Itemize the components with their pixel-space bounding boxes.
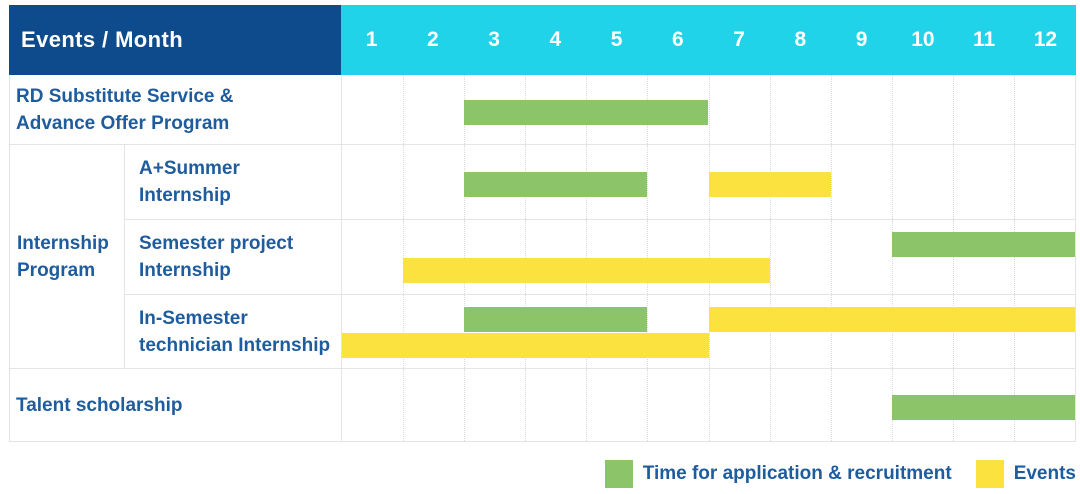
month-gridline	[830, 145, 832, 219]
table-row: Semester project Internship	[125, 220, 1075, 295]
gantt-bar-application	[891, 232, 1075, 257]
month-gridline	[647, 220, 649, 294]
gantt-bar-events	[342, 333, 709, 358]
month-gridline	[708, 220, 710, 294]
month-gridline	[952, 220, 954, 294]
row-chart-area	[342, 295, 1075, 368]
gantt-table: Events / Month 1 2 3 4 5 6 7 8 9 10 11 12 RD Substi…	[9, 5, 1076, 442]
row-label: A+Summer Internship	[125, 145, 342, 219]
month-gridline	[586, 220, 588, 294]
month-gridline	[830, 75, 832, 144]
row-group: Internship Program A+Summer Internship Sem…	[10, 145, 1075, 369]
events-month-header: Events / Month	[9, 5, 341, 75]
legend: Time for application & recruitment Event…	[604, 458, 1076, 490]
row-chart-area	[342, 220, 1075, 294]
month-gridline	[464, 369, 466, 441]
month-header-cell: 2	[427, 28, 439, 51]
month-header-cell: 10	[911, 28, 935, 51]
month-gridline	[891, 145, 893, 219]
month-gridline	[769, 75, 771, 144]
month-header-cell: 12	[1033, 28, 1058, 51]
legend-item-application: Time for application & recruitment	[604, 460, 952, 488]
month-gridline	[647, 295, 649, 368]
legend-item-events: Events	[975, 460, 1076, 488]
month-header-cell: 8	[794, 28, 807, 51]
table-row: A+Summer Internship	[125, 145, 1075, 220]
row-chart-area	[342, 145, 1075, 219]
table-row: RD Substitute Service & Advance Offer Pr…	[10, 75, 1075, 145]
month-gridline	[586, 369, 588, 441]
month-gridline	[891, 220, 893, 294]
table-header-row: Events / Month 1 2 3 4 5 6 7 8 9 10 11 12	[9, 5, 1076, 75]
month-header-cell: 1	[365, 28, 378, 51]
month-gridline	[1013, 220, 1015, 294]
row-label: Semester project Internship	[125, 220, 342, 294]
month-header-cell: 5	[610, 28, 623, 51]
gantt-bar-events	[708, 307, 1075, 332]
green-swatch-icon	[604, 460, 633, 488]
month-header-cell: 3	[488, 28, 500, 51]
month-header-cell: 9	[855, 28, 868, 51]
month-gridline	[403, 295, 405, 368]
month-gridline	[403, 145, 405, 219]
month-header-cell: 7	[733, 28, 745, 51]
gantt-bar-events	[708, 172, 831, 197]
month-header-row: 1 2 3 4 5 6 7 8 9 10 11 12	[341, 5, 1076, 75]
row-label: Talent scholarship	[10, 369, 342, 441]
table-row: Talent scholarship	[10, 369, 1075, 442]
month-gridline	[464, 220, 466, 294]
gantt-bar-application	[464, 307, 648, 332]
gantt-bar-events	[403, 258, 770, 283]
month-header-cell: 6	[672, 28, 684, 51]
gantt-body: RD Substitute Service & Advance Offer Pr…	[9, 75, 1076, 442]
month-gridline	[647, 369, 649, 441]
table-row: In-Semester technician Internship	[125, 295, 1075, 368]
month-gridline	[403, 75, 405, 144]
month-gridline	[708, 75, 710, 144]
month-header-cell: 11	[973, 28, 996, 51]
month-gridline	[830, 369, 832, 441]
yellow-swatch-icon	[975, 460, 1004, 488]
gantt-bar-application	[891, 395, 1075, 420]
month-gridline	[769, 369, 771, 441]
month-gridline	[403, 220, 405, 294]
row-label: RD Substitute Service & Advance Offer Pr…	[10, 75, 342, 144]
month-gridline	[952, 75, 954, 144]
month-gridline	[891, 75, 893, 144]
month-gridline	[525, 369, 527, 441]
row-chart-area	[342, 369, 1075, 441]
month-gridline	[830, 220, 832, 294]
legend-label-application: Time for application & recruitment	[642, 463, 952, 484]
month-gridline	[647, 145, 649, 219]
gantt-bar-application	[464, 99, 709, 125]
row-label: In-Semester technician Internship	[125, 295, 342, 368]
month-header-cell: 4	[549, 28, 562, 51]
month-gridline	[952, 145, 954, 219]
month-gridline	[1013, 145, 1015, 219]
gantt-bar-application	[464, 172, 648, 197]
month-gridline	[1013, 75, 1015, 144]
month-gridline	[525, 220, 527, 294]
month-gridline	[403, 369, 405, 441]
month-gridline	[769, 220, 771, 294]
month-gridline	[708, 369, 710, 441]
row-chart-area	[342, 75, 1075, 144]
group-label: Internship Program	[10, 145, 125, 368]
group-sub-rows: A+Summer Internship Semester project Inte…	[125, 145, 1075, 368]
legend-label-events: Events	[1013, 463, 1076, 484]
